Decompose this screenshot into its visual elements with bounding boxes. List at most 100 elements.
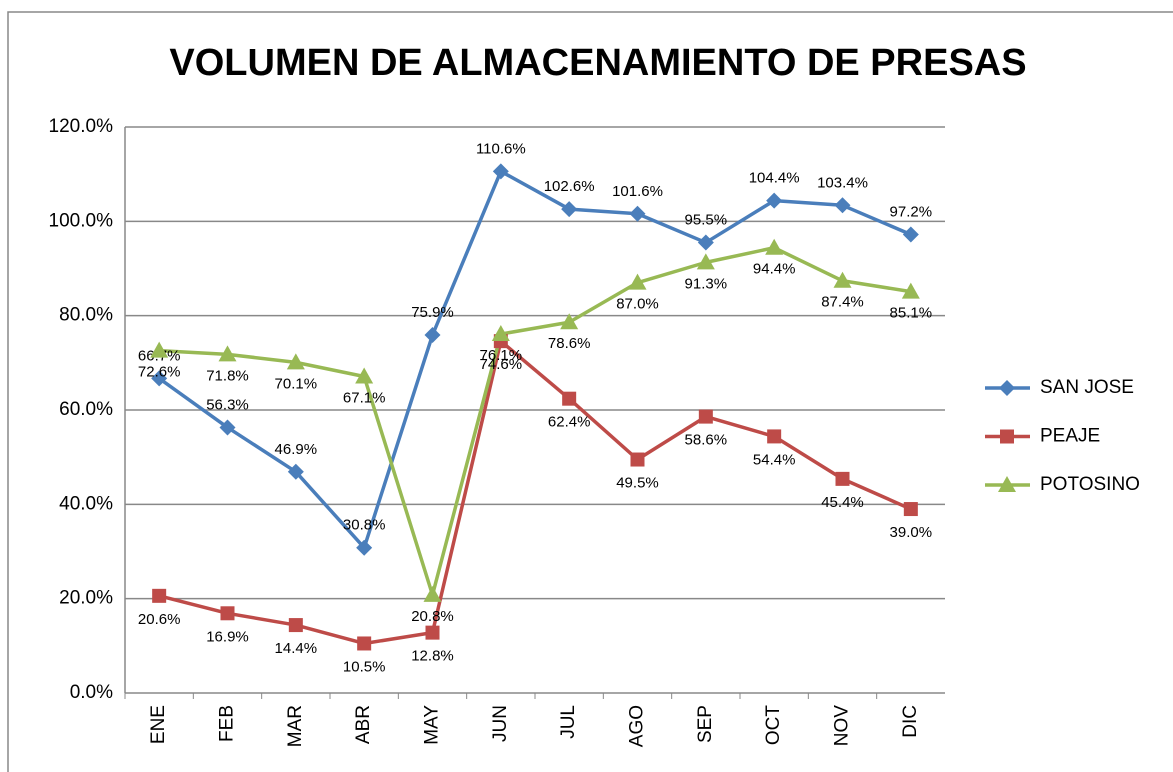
data-label: 102.6% bbox=[544, 178, 595, 195]
y-tick-label: 0.0% bbox=[70, 682, 113, 703]
point-marker bbox=[286, 353, 305, 370]
data-label: 74.6% bbox=[480, 356, 523, 373]
data-label: 46.9% bbox=[275, 441, 318, 458]
data-label: 75.9% bbox=[411, 304, 454, 321]
data-label: 12.8% bbox=[411, 648, 454, 665]
legend-marker bbox=[999, 380, 1015, 396]
x-tick-label: JUL bbox=[558, 705, 579, 739]
point-marker bbox=[767, 429, 782, 444]
point-marker bbox=[218, 345, 237, 362]
x-tick-label: NOV bbox=[832, 705, 853, 747]
data-label: 14.4% bbox=[275, 640, 318, 657]
point-marker bbox=[903, 502, 918, 517]
point-marker bbox=[357, 636, 372, 651]
point-marker bbox=[492, 163, 509, 180]
point-marker bbox=[766, 192, 783, 209]
data-label: 91.3% bbox=[685, 275, 728, 292]
point-marker bbox=[287, 463, 304, 480]
point-marker bbox=[628, 273, 647, 290]
series-line bbox=[159, 245, 912, 597]
point-marker bbox=[491, 325, 510, 342]
legend-label: POTOSINO bbox=[1040, 474, 1140, 495]
series-line bbox=[158, 339, 912, 646]
data-label: 104.4% bbox=[749, 170, 800, 187]
y-tick-label: 20.0% bbox=[59, 588, 113, 609]
point-marker bbox=[219, 419, 236, 436]
data-label: 72.6% bbox=[138, 364, 181, 381]
x-tick-label: JUN bbox=[490, 705, 511, 742]
data-label: 87.4% bbox=[821, 294, 864, 311]
x-tick-label: MAY bbox=[422, 705, 443, 745]
data-label: 70.1% bbox=[275, 375, 318, 392]
data-label: 58.6% bbox=[685, 432, 728, 449]
data-label: 16.9% bbox=[206, 628, 249, 645]
point-marker bbox=[425, 625, 440, 640]
point-marker bbox=[150, 341, 169, 358]
data-label: 110.6% bbox=[476, 140, 526, 157]
point-marker bbox=[152, 588, 167, 603]
x-tick-label: DIC bbox=[900, 705, 921, 738]
x-tick-label: ENE bbox=[148, 705, 169, 744]
chart-title: VOLUMEN DE ALMACENAMIENTO DE PRESAS bbox=[169, 42, 1026, 84]
data-label: 95.5% bbox=[685, 212, 728, 229]
point-marker bbox=[424, 327, 441, 344]
y-tick-label: 40.0% bbox=[59, 493, 113, 514]
point-marker bbox=[696, 253, 715, 270]
point-marker bbox=[901, 282, 920, 299]
legend-marker bbox=[1000, 429, 1014, 444]
x-tick-label: ABR bbox=[353, 705, 374, 744]
point-marker bbox=[151, 370, 168, 387]
data-label: 56.3% bbox=[206, 396, 249, 413]
data-label: 78.6% bbox=[548, 335, 591, 352]
x-tick-label: FEB bbox=[217, 705, 238, 742]
y-tick-label: 80.0% bbox=[59, 305, 113, 326]
point-marker bbox=[833, 271, 852, 288]
data-label: 87.0% bbox=[616, 296, 659, 313]
point-marker bbox=[562, 391, 577, 406]
point-marker bbox=[697, 234, 714, 251]
data-label: 85.1% bbox=[890, 305, 933, 322]
x-tick-label: SEP bbox=[695, 705, 716, 743]
data-label: 20.8% bbox=[411, 608, 454, 625]
point-marker bbox=[356, 539, 373, 556]
point-marker bbox=[698, 409, 713, 424]
point-marker bbox=[355, 367, 374, 384]
point-marker bbox=[560, 313, 579, 330]
data-label: 45.4% bbox=[821, 494, 864, 511]
point-marker bbox=[765, 238, 784, 255]
legend-label: SAN JOSE bbox=[1040, 377, 1134, 398]
point-marker bbox=[288, 618, 303, 633]
legend-marker bbox=[998, 476, 1016, 492]
legend-label: PEAJE bbox=[1040, 426, 1100, 447]
data-label: 10.5% bbox=[343, 658, 386, 675]
point-marker bbox=[834, 197, 851, 214]
point-marker bbox=[902, 226, 919, 243]
point-marker bbox=[220, 606, 235, 621]
point-marker bbox=[835, 471, 850, 486]
data-label: 30.8% bbox=[343, 517, 386, 534]
point-marker bbox=[629, 205, 646, 222]
series-line bbox=[158, 169, 912, 550]
data-label: 62.4% bbox=[548, 414, 591, 431]
data-label: 39.0% bbox=[890, 524, 933, 541]
data-label: 97.2% bbox=[890, 204, 933, 221]
x-tick-label: MAR bbox=[285, 705, 306, 747]
chart-border bbox=[7, 11, 1173, 772]
point-marker bbox=[630, 452, 645, 467]
data-label: 67.1% bbox=[343, 389, 386, 406]
data-label: 20.6% bbox=[138, 611, 181, 628]
data-label: 76.1% bbox=[480, 347, 523, 364]
y-tick-label: 100.0% bbox=[49, 210, 114, 231]
x-tick-label: OCT bbox=[763, 705, 784, 746]
data-label: 103.4% bbox=[817, 174, 868, 191]
y-tick-label: 60.0% bbox=[59, 399, 113, 420]
y-tick-label: 120.0% bbox=[49, 116, 114, 137]
data-label: 101.6% bbox=[612, 183, 663, 200]
x-tick-label: AGO bbox=[627, 705, 648, 747]
data-label: 71.8% bbox=[206, 367, 249, 384]
data-label: 94.4% bbox=[753, 261, 796, 278]
data-label: 49.5% bbox=[616, 474, 659, 491]
point-marker bbox=[561, 201, 578, 218]
